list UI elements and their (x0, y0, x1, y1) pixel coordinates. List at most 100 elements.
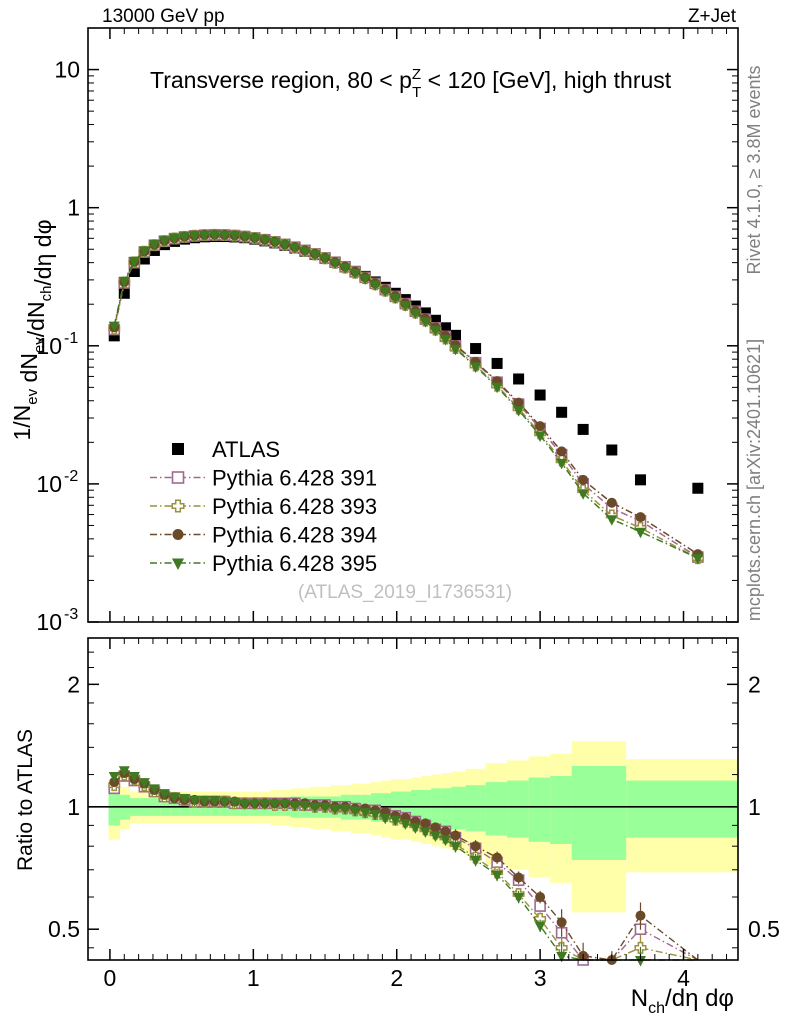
legend-label[interactable]: Pythia 6.428 394 (212, 523, 377, 548)
ratio-y-tick-label: 0.5 (48, 916, 80, 942)
marker-filled-triangle-down (439, 835, 451, 847)
marker-filled-triangle-down (513, 893, 525, 904)
legend-label[interactable]: Pythia 6.428 391 (212, 466, 377, 491)
marker-filled-triangle-down (249, 799, 261, 810)
legend-label[interactable]: Pythia 6.428 395 (212, 551, 377, 576)
panel-title: Transverse region, 80 < pZ T < 120 [GeV],… (150, 66, 672, 101)
marker-filled-triangle-down (138, 246, 150, 257)
marker-filled-triangle-down (199, 230, 211, 242)
marker-filled-square (138, 253, 150, 265)
marker-filled-triangle-down (692, 554, 704, 565)
ratio-y-tick-label-right: 0.5 (748, 916, 780, 942)
marker-filled-triangle-down (259, 799, 271, 810)
marker-filled-circle (172, 529, 184, 540)
marker-filled-triangle-down (209, 230, 221, 241)
marker-filled-triangle-down (470, 362, 482, 373)
marker-filled-triangle-down (534, 431, 546, 443)
marker-filled-triangle-down (128, 256, 140, 268)
y-tick-label: 1 (67, 195, 80, 221)
legend: ATLAS Pythia 6.428 391 Pythia 6.428 393 Pyt… (150, 437, 377, 576)
marker-filled-triangle-down (309, 250, 321, 261)
marker-filled-triangle-down (168, 792, 180, 803)
y-tick-exponent: -2 (64, 468, 78, 485)
marker-filled-triangle-down (189, 795, 201, 807)
marker-filled-triangle-down (470, 855, 482, 867)
marker-filled-triangle-down (491, 870, 503, 882)
marker-filled-triangle-down (556, 458, 568, 470)
marker-filled-circle (492, 852, 503, 863)
marker-filled-triangle-down (219, 797, 231, 809)
marker-filled-triangle-down (429, 831, 441, 842)
marker-filled-triangle-down (249, 233, 261, 245)
main-panel-data (108, 228, 704, 565)
side-note-rivet: Rivet 4.1.0, ≥ 3.8M events (744, 66, 764, 275)
marker-filled-triangle-down (339, 804, 351, 816)
marker-filled-triangle-down (329, 804, 341, 816)
marker-filled-circle (635, 512, 646, 523)
marker-filled-circle (440, 826, 451, 837)
marker-filled-triangle-down (279, 240, 291, 251)
marker-filled-square (692, 482, 704, 494)
marker-filled-triangle-down (491, 382, 503, 394)
marker-filled-triangle-down (634, 527, 646, 539)
ratio-y-tick-label: 2 (67, 671, 80, 697)
marker-filled-triangle-down (349, 806, 361, 817)
ratio-y-axis-label: Ratio to ATLAS (14, 729, 37, 871)
marker-filled-triangle-down (634, 956, 646, 967)
marker-filled-triangle-down (339, 263, 351, 274)
marker-filled-triangle-down (389, 293, 401, 305)
band-segment (108, 789, 120, 826)
marker-filled-triangle-down (369, 280, 381, 291)
x-axis-label: Nch/dη dφ (631, 985, 734, 1017)
marker-filled-circle (420, 818, 431, 829)
marker-filled-triangle-down (329, 258, 341, 270)
marker-open-cross (171, 499, 185, 513)
marker-filled-triangle-down (556, 951, 568, 963)
marker-filled-triangle-down (269, 799, 281, 810)
process-label: Z+Jet (688, 6, 737, 27)
y-tick-label: 10 (54, 57, 80, 83)
marker-filled-triangle-down (577, 489, 589, 500)
marker-filled-triangle-down (319, 802, 331, 814)
ratio-panel-data (108, 766, 699, 967)
marker-filled-triangle-down (179, 232, 191, 243)
marker-filled-triangle-down (259, 235, 271, 247)
marker-filled-triangle-down (359, 808, 371, 819)
marker-filled-triangle-down (118, 766, 130, 777)
marker-filled-triangle-down (158, 236, 170, 247)
marker-filled-square (118, 287, 130, 299)
y-tick-exponent: -1 (64, 330, 78, 347)
marker-filled-triangle-down (359, 274, 371, 285)
legend-label[interactable]: Pythia 6.428 393 (212, 494, 377, 519)
band-segment (550, 776, 572, 844)
marker-filled-triangle-down (369, 809, 381, 821)
marker-filled-triangle-down (309, 802, 321, 814)
ratio-y-tick-label-right: 1 (748, 794, 761, 820)
marker-filled-square (513, 373, 525, 385)
marker-filled-circle (535, 421, 546, 432)
marker-filled-triangle-down (419, 317, 431, 328)
marker-filled-triangle-down (269, 237, 281, 249)
marker-filled-triangle-down (299, 801, 311, 812)
marker-filled-triangle-down (439, 334, 451, 346)
marker-filled-circle (578, 474, 589, 485)
band-segment (465, 785, 486, 832)
marker-filled-triangle-down (179, 794, 191, 805)
marker-filled-triangle-down (399, 819, 411, 830)
marker-filled-circle (556, 917, 567, 928)
marker-filled-triangle-down (239, 799, 251, 810)
marker-filled-triangle-down (279, 799, 291, 810)
marker-filled-triangle-down (158, 789, 170, 800)
marker-filled-triangle-down (229, 797, 241, 809)
marker-filled-triangle-down (148, 784, 160, 795)
marker-filled-triangle-down (299, 246, 311, 258)
marker-filled-triangle-down (379, 813, 391, 825)
marker-filled-circle (606, 497, 617, 508)
marker-filled-square (634, 474, 646, 486)
legend-label[interactable]: ATLAS (212, 437, 280, 462)
marker-filled-circle (513, 872, 524, 883)
marker-filled-triangle-down (108, 772, 120, 783)
marker-filled-triangle-down (319, 254, 331, 265)
beam-energy-label: 13000 GeV pp (102, 6, 225, 27)
marker-filled-triangle-down (389, 815, 401, 827)
